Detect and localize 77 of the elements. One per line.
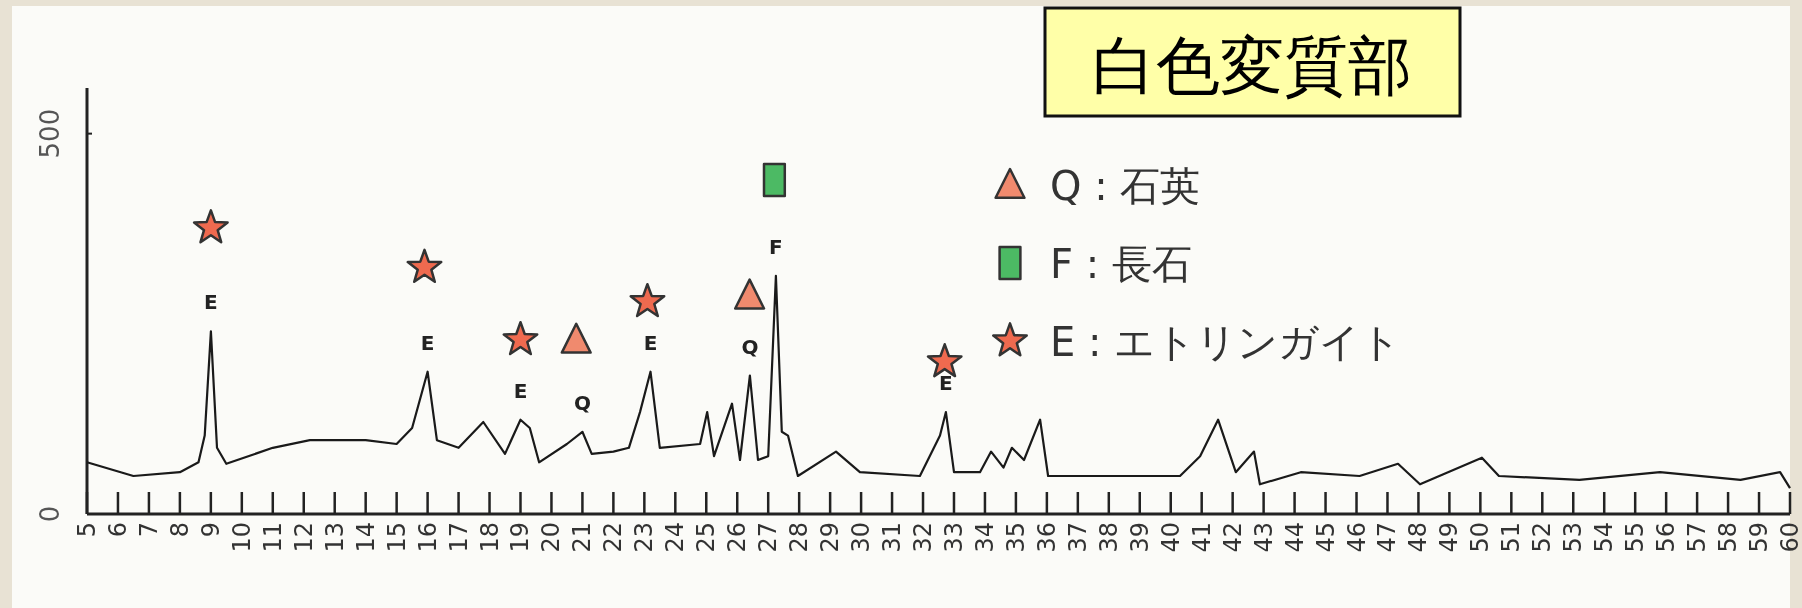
x-tick-label: 50 — [1466, 522, 1495, 553]
x-tick-label: 37 — [1063, 522, 1092, 553]
x-tick-label: 23 — [630, 522, 659, 553]
x-tick-label: 8 — [165, 522, 194, 538]
x-tick-label: 21 — [568, 522, 597, 553]
x-tick-label: 55 — [1621, 522, 1650, 553]
x-tick-label: 57 — [1683, 522, 1712, 553]
x-tick-label: 51 — [1497, 522, 1526, 553]
x-tick-label: 30 — [847, 522, 876, 553]
x-tick-label: 43 — [1249, 522, 1278, 553]
x-tick-label: 25 — [692, 522, 721, 553]
annotation: Q — [573, 390, 591, 415]
annotation: E — [513, 378, 528, 403]
x-tick-label: 41 — [1187, 522, 1216, 553]
x-tick-label: 12 — [289, 522, 318, 553]
x-tick-label: 46 — [1342, 522, 1371, 553]
x-tick-label: 33 — [939, 522, 968, 553]
x-tick-label: 11 — [258, 522, 287, 553]
x-tick-label: 32 — [909, 522, 938, 553]
x-tick-label: 20 — [537, 522, 566, 553]
x-tick-label: 5 — [73, 522, 101, 538]
x-tick-label: 16 — [413, 522, 442, 553]
x-tick-label: 19 — [506, 522, 535, 553]
x-tick-label: 47 — [1373, 522, 1402, 553]
x-tick-label: 27 — [754, 522, 783, 553]
annotation: E — [939, 371, 953, 396]
x-tick-label: 13 — [320, 522, 349, 553]
annotation: E — [420, 330, 435, 355]
y-tick-label: 0 — [35, 505, 65, 523]
annotation: F — [769, 234, 783, 259]
x-tick-label: 9 — [196, 522, 225, 538]
x-tick-label: 58 — [1714, 522, 1743, 553]
x-tick-label: 15 — [382, 522, 411, 553]
point — [926, 343, 963, 378]
point — [560, 322, 592, 354]
x-tick-label: 35 — [1001, 522, 1030, 553]
x-tick-label: 24 — [661, 522, 690, 553]
x-tick-label: 42 — [1218, 522, 1247, 553]
x-tick-label: 36 — [1032, 522, 1061, 553]
legend-label: F : 長石 — [1050, 241, 1192, 287]
annotation: E — [204, 290, 218, 315]
point — [502, 320, 539, 356]
x-tick-label: 10 — [227, 522, 256, 553]
x-tick-label: 22 — [599, 522, 628, 553]
x-tick-label: 34 — [970, 522, 999, 553]
x-tick-label: 40 — [1156, 522, 1185, 553]
x-tick-label: 31 — [878, 522, 907, 553]
legend-label: Q : 石英 — [1050, 163, 1201, 209]
x-tick-label: 28 — [785, 522, 814, 553]
x-tick-label: 54 — [1590, 522, 1619, 553]
x-tick-label: 45 — [1311, 522, 1340, 553]
x-tick-label: 7 — [134, 522, 163, 538]
x-tick-label: 59 — [1745, 522, 1774, 553]
annotation: Q — [741, 334, 759, 359]
point — [629, 282, 666, 318]
x-tick-label: 6 — [103, 522, 132, 538]
x-tick-label: 29 — [816, 522, 845, 553]
x-tick-label: 26 — [723, 522, 752, 553]
x-tick-label: 38 — [1094, 522, 1123, 553]
x-tick-label: 18 — [475, 522, 504, 553]
chart-title: 白色変質部 — [1092, 29, 1412, 103]
point — [733, 278, 766, 310]
x-tick-label: 17 — [444, 522, 473, 553]
x-tick-label: 48 — [1404, 522, 1433, 553]
x-tick-label: 44 — [1280, 522, 1309, 553]
x-tick-label: 60 — [1776, 522, 1802, 553]
x-tick-label: 56 — [1652, 522, 1681, 553]
x-tick-label: 49 — [1435, 522, 1464, 553]
point — [406, 248, 443, 284]
x-tick-label: 53 — [1559, 522, 1588, 553]
y-tick-label: 500 — [35, 108, 65, 159]
legend-label: E : エトリンガイト — [1050, 319, 1402, 365]
x-tick-label: 39 — [1125, 522, 1154, 553]
x-tick-label: 14 — [351, 522, 380, 553]
annotation: E — [643, 330, 658, 355]
point — [192, 209, 229, 244]
x-tick-label: 52 — [1528, 522, 1557, 553]
